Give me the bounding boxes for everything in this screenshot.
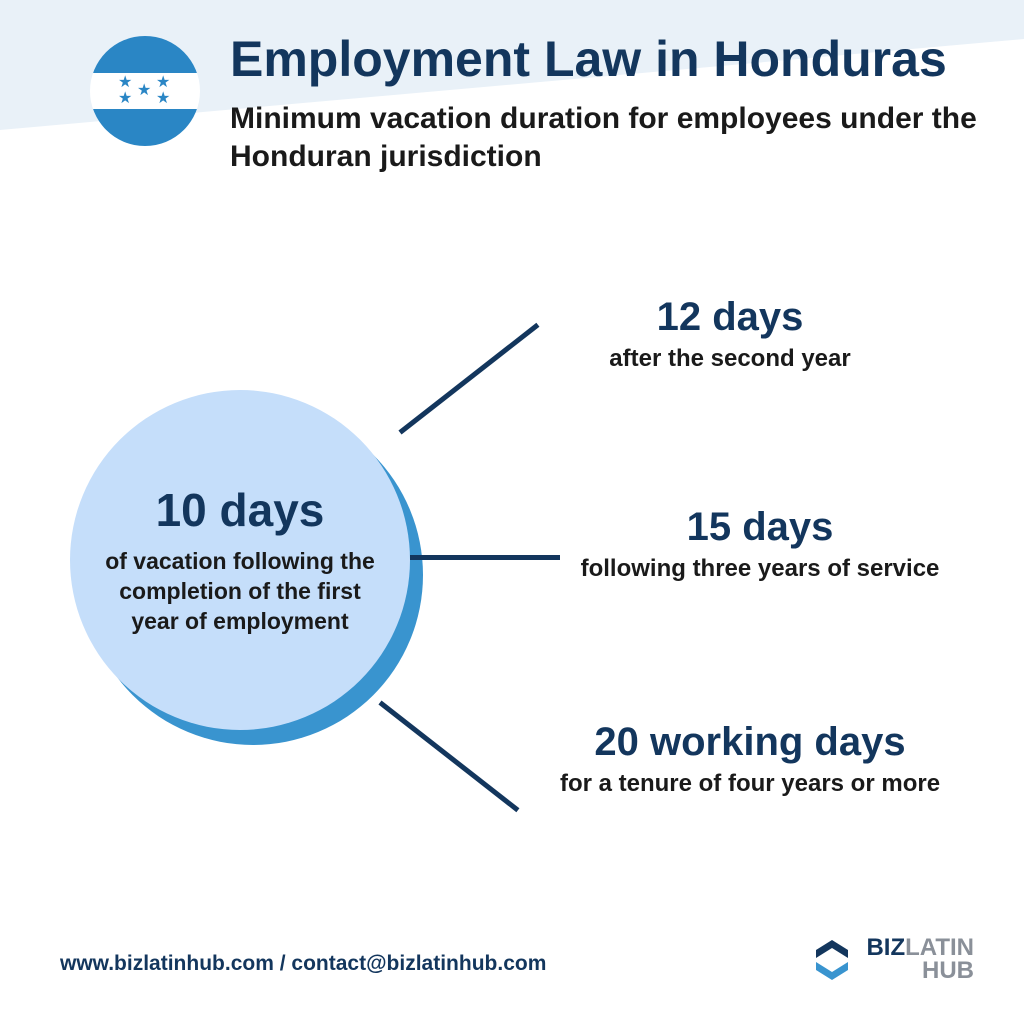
page-title: Employment Law in Honduras xyxy=(230,30,984,88)
item-value: 12 days xyxy=(570,295,890,340)
logo-mark-icon xyxy=(808,936,856,984)
page-subtitle: Minimum vacation duration for employees … xyxy=(230,100,984,175)
footer-contact: www.bizlatinhub.com / contact@bizlatinhu… xyxy=(60,952,546,976)
logo-text-hub: HUB xyxy=(866,960,974,983)
connector-line xyxy=(410,555,560,560)
center-desc: of vacation following the completion of … xyxy=(100,547,380,637)
vacation-item: 12 days after the second year xyxy=(570,295,890,374)
header: Employment Law in Honduras Minimum vacat… xyxy=(230,30,984,175)
center-value: 10 days xyxy=(156,483,325,537)
vacation-item: 15 days following three years of service xyxy=(570,505,950,584)
item-desc: for a tenure of four years or more xyxy=(540,769,960,799)
item-desc: following three years of service xyxy=(570,554,950,584)
connector-line xyxy=(398,323,539,435)
item-value: 20 working days xyxy=(540,720,960,765)
connector-line xyxy=(378,701,519,813)
logo-text-biz: BIZ xyxy=(866,934,905,961)
item-value: 15 days xyxy=(570,505,950,550)
brand-logo: BIZLATIN HUB xyxy=(808,936,974,984)
item-desc: after the second year xyxy=(570,344,890,374)
center-circle: 10 days of vacation following the comple… xyxy=(70,390,410,730)
honduras-flag-icon: ★ ★ ★ ★ ★ xyxy=(90,36,200,146)
vacation-item: 20 working days for a tenure of four year… xyxy=(540,720,960,799)
